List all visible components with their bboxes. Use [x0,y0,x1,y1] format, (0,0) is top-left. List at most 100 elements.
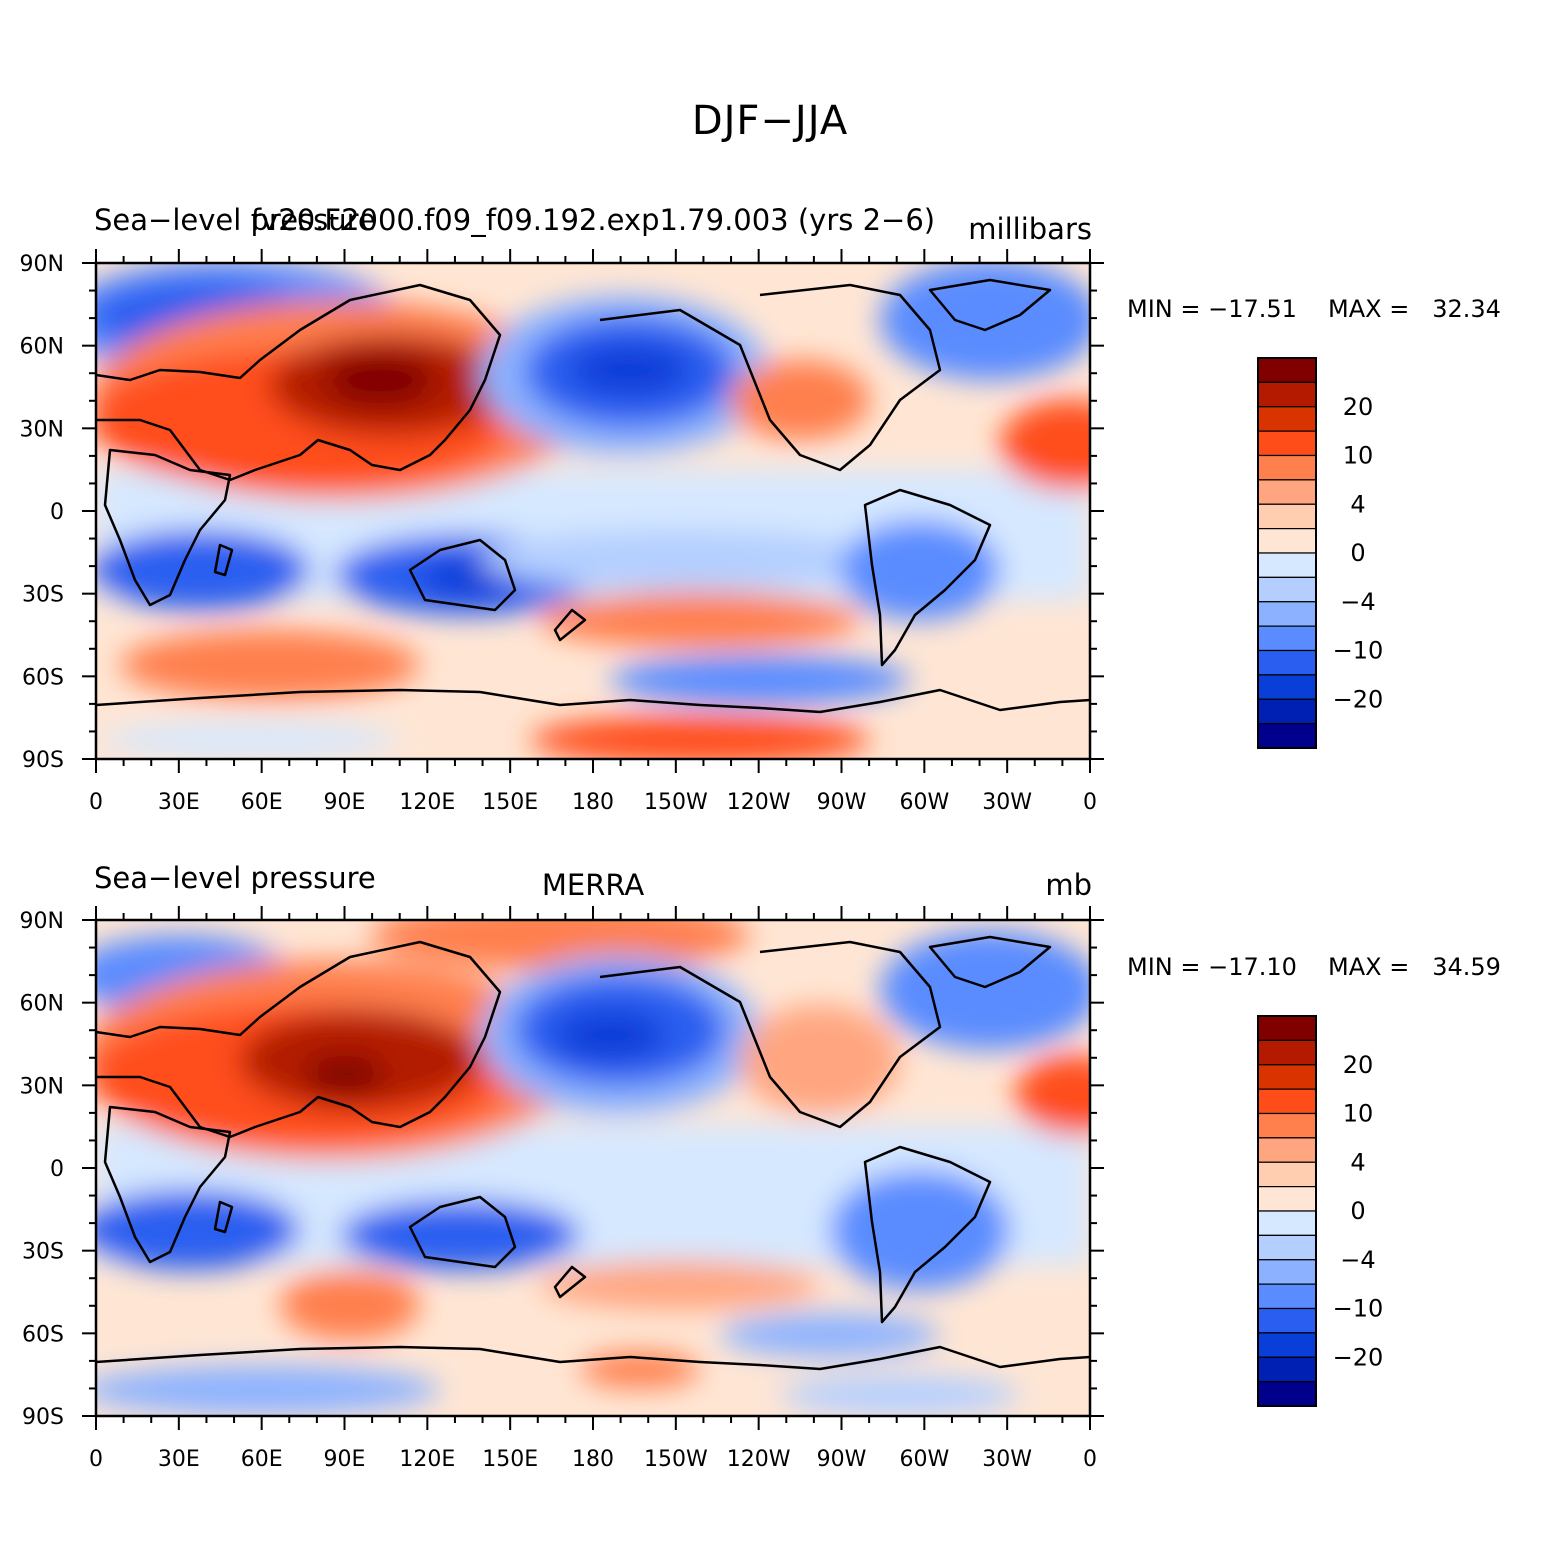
field-blob [96,530,310,610]
coast-north-america [599,940,942,1129]
colorbar-label: 10 [1343,1100,1374,1128]
field-blob [120,630,420,700]
colorbar-swatch [1257,625,1317,652]
colorbar-swatch [1257,503,1317,530]
x-tick-label: 120W [727,1447,791,1472]
x-tick-label: 90W [817,1447,867,1472]
field-blob [96,1190,300,1270]
colorbar-swatch [1257,552,1317,578]
colorbar-label: 20 [1343,393,1374,421]
figure-title: DJF−JJA [692,98,848,144]
colorbar-swatch [1257,601,1317,627]
field-blob [325,355,435,405]
x-tick-label: 120W [727,790,791,815]
colorbar-label: −4 [1340,1246,1375,1274]
coastlines [96,935,1090,1371]
x-tick-label: 150W [644,790,708,815]
colorbar-swatch [1257,649,1317,676]
field-blob [100,722,400,758]
colorbar: 20 10 4 0 −4 −10 −20 [1257,1015,1384,1407]
field-blob [830,1170,1010,1290]
x-tick-label: 90E [324,790,366,815]
panel-merra: Sea−level pressure MERRA mb [20,861,1501,1472]
field-blob [96,1365,440,1415]
colorbar: 20 10 4 0 −4 −10 −20 [1257,357,1383,749]
coast-south-america [863,488,992,667]
colorbar-swatch [1257,1381,1317,1407]
x-tick-label: 90W [817,790,867,815]
field-blob [530,715,870,759]
field-blob [280,1270,420,1340]
colorbar-swatch [1257,357,1317,383]
y-tick-label: 90S [22,748,64,773]
x-tick-label: 150E [482,1447,538,1472]
x-tick-label: 180 [572,1447,614,1472]
colorbar-label: 0 [1350,1197,1365,1225]
colorbar-swatch [1257,698,1317,725]
colorbar-label: 4 [1350,1148,1365,1176]
field-blob [540,1260,820,1310]
colorbar-swatch [1257,1112,1317,1139]
panel-center-title: MERRA [542,868,644,902]
field-blob [730,360,870,440]
colorbar-swatch [1257,1332,1317,1358]
x-tick-label: 150E [482,790,538,815]
colorbar-label: −10 [1333,1295,1384,1323]
x-tick-label: 30E [158,1447,200,1472]
field-blob [720,1313,940,1357]
x-tick-label: 60E [241,790,283,815]
coastlines [96,278,1090,714]
colorbar-swatch [1257,1064,1317,1090]
coast-new-zealand [553,1265,587,1299]
field-blob [480,530,880,590]
y-tick-label: 90S [22,1405,64,1430]
x-tick-label: 30W [982,790,1032,815]
field-blob [540,592,860,648]
x-tick-label: 0 [1083,1447,1097,1472]
y-tick-label: 30N [20,417,64,442]
x-axis-labels: 0 30E 60E 90E 120E 150E 180 150W 120W 90W 60W 30W 0 [89,790,1097,815]
coast-south-america [863,1145,992,1324]
y-tick-label: 60S [22,1322,64,1347]
y-tick-label: 60N [20,335,64,360]
y-axis-labels: 90N 60N 30N 0 30S 60S 90S [20,909,64,1430]
coast-north-america [599,283,942,472]
colorbar-label: −20 [1333,1343,1384,1371]
colorbar-label: 0 [1350,539,1365,567]
colorbar-swatch [1257,1137,1317,1163]
panel-units: mb [1045,868,1092,902]
coast-greenland [928,278,1052,332]
max-label: MAX = 34.59 [1328,953,1501,981]
x-tick-label: 0 [89,790,103,815]
coast-africa [103,448,232,607]
colorbar-swatch [1257,576,1317,603]
coast-australia [408,538,517,612]
tick-marks [82,249,1104,773]
contour-field [96,263,1090,759]
colorbar-swatch [1257,1234,1317,1261]
colorbar-swatch [1257,430,1317,457]
x-tick-label: 90E [324,1447,366,1472]
colorbar-swatch [1257,381,1317,408]
x-tick-label: 0 [1083,790,1097,815]
field-blob [340,1200,580,1270]
field-blob [610,655,910,705]
y-tick-label: 90N [20,909,64,934]
colorbar-swatch [1257,528,1317,554]
coast-eurasia [96,940,502,1139]
field-blob [370,920,750,970]
coast-madagascar [213,543,234,577]
colorbar-swatch [1257,1088,1317,1115]
coast-madagascar [213,1200,234,1234]
colorbar-swatch [1257,479,1317,505]
field-blob [1015,1055,1090,1135]
min-label: MIN = −17.51 [1127,295,1297,323]
field-blob [880,930,1090,1050]
colorbar-label: −4 [1340,588,1375,616]
x-tick-label: 30W [982,1447,1032,1472]
colorbar-swatch [1257,1161,1317,1188]
colorbar-frame [1257,357,1317,749]
panel-left-title: Sea−level pressure [94,203,376,237]
field-blob [305,1055,385,1095]
